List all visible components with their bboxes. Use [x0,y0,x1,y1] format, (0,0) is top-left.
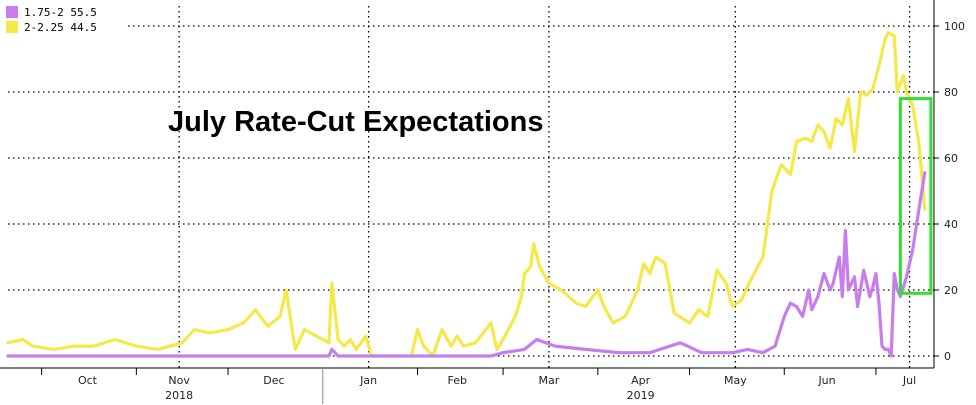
legend-label-2-2.25: 2-2.25 44.5 [24,21,97,34]
series-line-2-2.25 [6,31,927,358]
y-tick-label-0: 0 [944,350,951,363]
y-tick-label-100: 100 [944,20,965,33]
vertical-gridlines [178,6,911,368]
x-tick-label-nov: Nov [168,374,190,387]
highlight-box [898,97,933,295]
x-tick-label-jul: Jul [902,374,916,387]
y-tick-label-80: 80 [944,86,958,99]
legend-swatch-1.75-2 [6,6,18,18]
x-tick-label-mar: Mar [539,374,560,387]
chart-title: July Rate-Cut Expectations [168,106,543,138]
x-tick-label-dec: Dec [263,374,284,387]
x-tick-label-oct: Oct [78,374,98,387]
x-axis-tick-labels: Oct Nov Dec Jan Feb Mar Apr May Jun Jul 2018 2019 [78,374,916,402]
legend-label-1.75-2: 1.75-2 55.5 [24,6,97,19]
x-tick-label-jan: Jan [359,374,377,387]
x-tick-label-feb: Feb [448,374,467,387]
x-tick-label-may: May [724,374,747,387]
legend: 1.75-2 55.5 2-2.25 44.5 [1,2,125,44]
series-line-1.75-2 [6,171,927,358]
y-tick-label-20: 20 [944,284,958,297]
x-year-label-2018: 2018 [165,389,193,402]
y-tick-label-40: 40 [944,218,958,231]
x-tick-label-apr: Apr [631,374,651,387]
y-axis-tick-labels: 0 20 40 60 80 100 [944,20,965,363]
legend-swatch-2-2.25 [6,21,18,33]
series-lines [6,31,927,358]
y-tick-label-60: 60 [944,152,958,165]
x-year-label-2019: 2019 [627,389,655,402]
x-tick-label-jun: Jun [817,374,835,387]
axes [0,0,939,404]
